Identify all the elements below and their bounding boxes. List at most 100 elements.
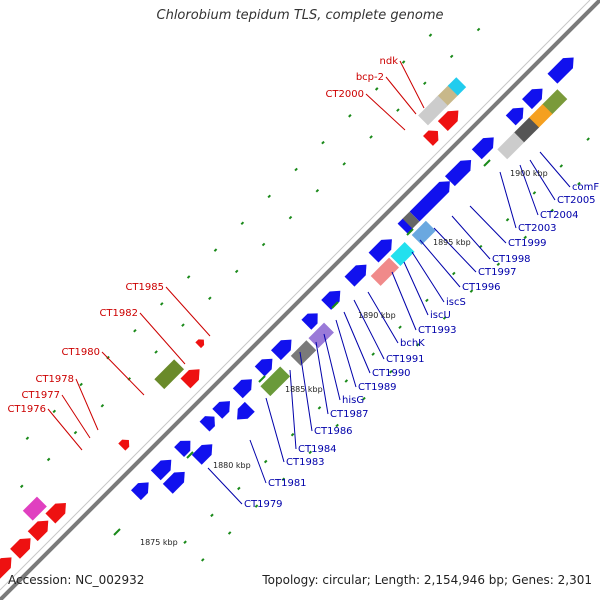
forward-label-4: CT1982 [99,308,138,319]
forward-gene-4-shape [27,520,49,542]
forward-label-0: ndk [380,56,399,67]
grid-dot [348,114,352,118]
reverse-gene-dark-shape [513,117,540,144]
reverse-gene-olive-shape [541,89,568,115]
reverse-gene-4 [444,159,472,187]
reverse-gene-lightblue [411,220,436,245]
forward-gene-5 [10,538,31,559]
reverse-label-12: CT1991 [386,354,425,365]
reverse-label-2: CT2004 [540,210,579,221]
grid-dot [476,27,481,32]
reverse-gene-8 [344,264,367,287]
forward-gene-magenta-shape [22,496,47,521]
reverse-label-3: CT2003 [518,223,557,234]
backbone-highlight [0,0,591,591]
reverse-gene-14-shape [212,401,230,419]
kbp-tick-mark [258,375,266,383]
grid-dot [449,54,454,59]
reverse-gene-12 [254,358,273,377]
grid-dot [342,162,346,166]
reverse-gene-1 [522,88,543,110]
forward-gene-3 [45,502,66,524]
reverse-gene-5 [409,181,450,222]
forward-gene-1-shape [423,130,439,146]
reverse-gene-purple [308,322,334,349]
forward-label-5-leader [101,351,145,396]
grid-dot [428,33,433,37]
reverse-label-16: CT1987 [330,409,369,420]
reverse-gene-green-shape [260,366,291,397]
forward-label-3: CT1985 [125,282,164,293]
reverse-gene-15 [199,416,215,432]
grid-dot [374,87,379,91]
grid-dot [19,484,24,489]
grid-dot [559,164,564,168]
gene-labels: ndk bcp-2 CT2000 CT1985 CT1982 CT1980 CT1978 CT… [7,56,599,510]
reverse-label-1: CT2005 [557,195,596,206]
grid-dot [469,289,474,293]
forward-label-1: bcp-2 [356,72,384,83]
reverse-gene-cyan [390,242,415,267]
grid-dot [586,137,590,141]
reverse-gene-7-shape [368,239,392,263]
grid-dot [425,298,429,303]
forward-gene-cyan [447,77,467,96]
reverse-gene-18 [131,482,149,501]
forward-gene-olive [154,359,185,390]
grid-dot [261,242,266,247]
grid-dot [496,262,501,267]
reverse-gene-14 [212,401,230,419]
grid-dot [213,248,218,252]
forward-label-2: CT2000 [325,89,364,100]
forward-gene-6 [0,557,12,583]
forward-label-6: CT1978 [35,374,74,385]
kbp-ticks: 1875 kbp 1880 kbp 1885 kbp 1890 kbp 1895 kbp… [113,159,548,547]
grid-dot [369,135,373,139]
forward-gene-tiny [118,439,130,451]
forward-label-4-leader [139,312,186,365]
grid-dot [25,436,30,441]
reverse-gene-gray-shape [497,132,525,160]
forward-gene-5-shape [10,538,31,559]
reverse-gene-10-shape [301,313,318,330]
reverse-label-8: iscS [446,297,466,308]
grid-dots [19,27,590,562]
reverse-label-18: CT1984 [298,444,337,455]
reverse-gene-blue-rev-shape [237,401,255,420]
reverse-gene-5-shape [409,181,450,222]
kbp-tick-label: 1880 kbp [213,461,251,470]
reverse-label-21: CT1979 [244,499,283,510]
reverse-label-4: CT1999 [508,238,547,249]
kbp-tick-label: 1875 kbp [140,538,178,547]
reverse-gene-blue-rev [237,401,255,420]
reverse-label-14: CT1989 [358,382,397,393]
reverse-gene-3 [471,137,494,160]
reverse-label-11: bchK [400,338,425,349]
reverse-label-14-leader [335,319,357,388]
reverse-label-3-leader [499,171,517,229]
reverse-label-1-leader [529,159,556,201]
grid-dot [186,275,191,279]
gene-features [0,57,574,583]
grid-dot [79,382,83,387]
forward-label-6-leader [75,378,99,431]
accession-text: Accession: NC_002932 [8,573,145,587]
reverse-gene-16-shape [174,440,191,457]
reverse-gene-blue-b [191,444,213,465]
reverse-label-12-leader [353,299,385,360]
forward-gene-tiny-2 [195,339,205,349]
reverse-gene-7 [368,239,392,263]
reverse-label-5-leader [451,215,491,260]
reverse-label-16-leader [315,341,329,415]
genome-summary-text: Topology: circular; Length: 2,154,946 bp… [262,573,592,587]
forward-label-8: CT1976 [7,404,46,415]
reverse-gene-12-shape [254,358,273,377]
forward-label-0-leader [399,60,425,109]
grid-dot [523,235,527,240]
kbp-tick-label: 1900 kbp [510,169,548,178]
grid-dot [401,60,406,64]
reverse-gene-3-shape [471,137,494,160]
forward-gene-2 [180,369,200,389]
